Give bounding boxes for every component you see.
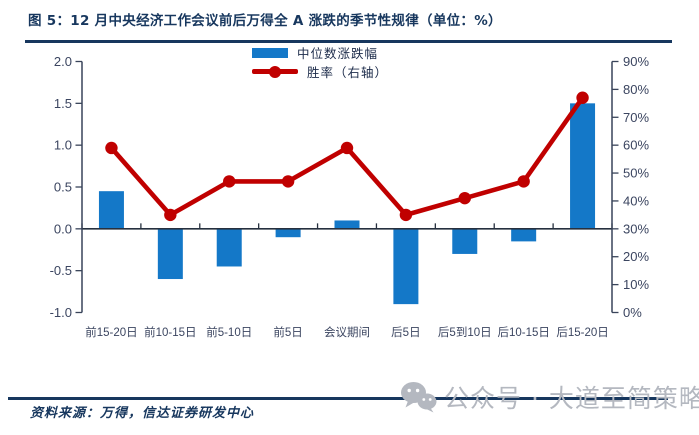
right-axis-tick-label: 40%	[623, 193, 649, 208]
source-note: 资料来源：万得，信达证券研发中心	[30, 406, 255, 421]
legend-line-swatch	[252, 65, 298, 78]
winrate-point	[399, 208, 413, 222]
footer-divider	[8, 397, 668, 400]
legend-item-winrate: 胜率（右轴）	[252, 64, 389, 80]
legend-item-median: 中位数涨跌幅	[252, 45, 388, 61]
x-axis-label: 前15-20日	[85, 325, 137, 339]
title-divider	[25, 40, 672, 43]
left-axis-tick-label: -1.0	[50, 305, 72, 320]
left-axis-tick-label: 0.5	[54, 180, 72, 195]
winrate-point	[576, 91, 589, 104]
median-bar	[275, 228, 301, 238]
right-axis-tick-label: 50%	[623, 166, 649, 181]
x-axis-label: 前5-10日	[206, 325, 252, 339]
winrate-point	[223, 175, 236, 188]
right-axis-tick-label: 60%	[623, 138, 649, 153]
watermark-text: 公众号 · 大道至简策略研究	[444, 384, 699, 413]
median-bar	[511, 228, 537, 242]
median-bar	[98, 191, 124, 229]
winrate-point	[517, 175, 530, 188]
winrate-point	[340, 141, 354, 155]
winrate-point	[105, 141, 118, 155]
right-axis-tick-label: 70%	[623, 110, 649, 125]
left-axis-tick-label: 0.0	[54, 221, 72, 236]
left-axis-tick-label: 2.0	[54, 54, 72, 69]
legend-label-median: 中位数涨跌幅	[297, 46, 379, 61]
x-axis-label: 前10-15日	[144, 325, 196, 339]
x-axis-label: 后5日	[391, 326, 420, 339]
median-bar	[157, 228, 183, 280]
winrate-line	[109, 95, 585, 218]
right-axis-tick-label: 80%	[623, 82, 649, 97]
left-axis-tick-label: -0.5	[50, 263, 72, 278]
x-axis-label: 后5到10日	[438, 326, 492, 339]
legend-label-winrate: 胜率（右轴）	[307, 65, 389, 80]
left-axis-tick-label: 1.0	[54, 138, 72, 153]
x-axis-label: 会议期间	[324, 326, 370, 339]
median-bar	[334, 220, 360, 229]
legend-bar-swatch	[252, 47, 288, 58]
right-axis-tick-label: 10%	[623, 277, 649, 292]
winrate-point	[164, 208, 177, 222]
right-axis-tick-label: 20%	[623, 249, 649, 264]
winrate-point	[458, 191, 471, 205]
median-bar	[216, 228, 242, 267]
figure-title: 图 5：12 月中央经济工作会议前后万得全 A 涨跌的季节性规律（单位：%）	[28, 13, 502, 29]
x-axis-label: 后10-15日	[497, 326, 549, 339]
right-axis-tick-label: 0%	[623, 305, 642, 320]
right-axis-tick-label: 30%	[623, 221, 649, 236]
wechat-icon	[401, 382, 437, 413]
watermark: 公众号 · 大道至简策略研究	[400, 379, 699, 415]
legend-line-marker	[269, 65, 281, 78]
winrate-point	[281, 175, 295, 188]
right-axis-tick-label: 90%	[623, 54, 649, 69]
left-axis-tick-label: 1.5	[54, 96, 72, 111]
median-bar	[570, 103, 596, 229]
chart-legend: 中位数涨跌幅 胜率（右轴）	[252, 45, 389, 80]
median-bar	[393, 228, 419, 305]
x-axis-label: 后15-20日	[556, 326, 608, 339]
x-axis-label: 前5日	[273, 325, 302, 339]
median-bar	[452, 228, 478, 254]
